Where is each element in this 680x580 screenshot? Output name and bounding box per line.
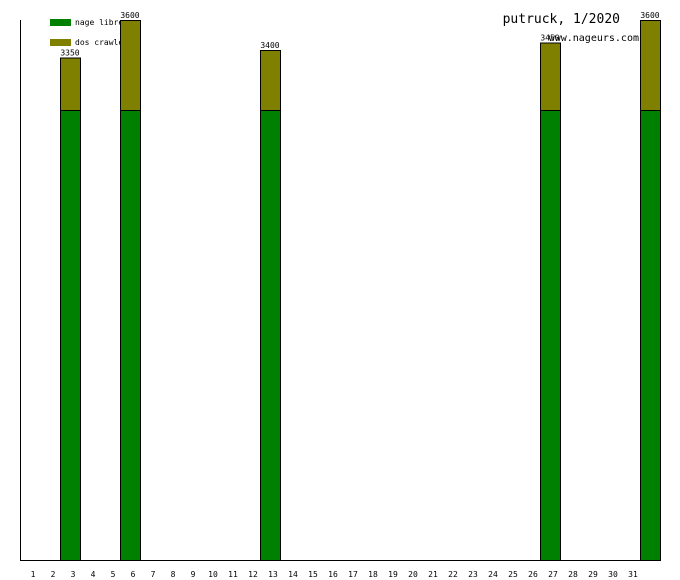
x-tick-label: 28 xyxy=(568,570,578,579)
x-tick-label: 2 xyxy=(51,570,56,579)
x-tick-label: 27 xyxy=(548,570,558,579)
bar-segment-dos-crawle xyxy=(60,57,81,111)
bar-segment-nage-libre xyxy=(60,110,81,561)
legend-swatch-dos-crawle xyxy=(50,39,71,46)
chart-subtitle: www.nageurs.com xyxy=(549,33,639,44)
x-tick-label: 25 xyxy=(508,570,518,579)
bar-segment-dos-crawle xyxy=(640,20,661,111)
x-tick-label: 29 xyxy=(588,570,598,579)
x-tick-label: 30 xyxy=(608,570,618,579)
bar-total-label: 3450 xyxy=(540,34,559,43)
x-tick-label: 24 xyxy=(488,570,498,579)
bar-segment-nage-libre xyxy=(120,110,141,561)
bar-total-labels: 3350 3600 3400 3450 3600 xyxy=(60,11,659,58)
x-tick-label: 17 xyxy=(348,570,358,579)
bar-segment-nage-libre xyxy=(540,110,561,561)
x-tick-label: 21 xyxy=(428,570,438,579)
bar-segment-dos-crawle xyxy=(260,50,281,111)
x-tick-label: 6 xyxy=(131,570,136,579)
legend-swatch-nage-libre xyxy=(50,19,71,26)
x-tick-label: 14 xyxy=(288,570,298,579)
x-tick-label: 3 xyxy=(71,570,76,579)
x-tick-label: 16 xyxy=(328,570,338,579)
bar-total-label: 3350 xyxy=(60,49,79,58)
legend: nage libre dos crawlé xyxy=(50,18,123,47)
legend-label-nage-libre: nage libre xyxy=(75,18,123,27)
x-tick-label: 20 xyxy=(408,570,418,579)
bar-segment-nage-libre xyxy=(260,110,281,561)
x-tick-label: 7 xyxy=(151,570,156,579)
x-tick-label: 12 xyxy=(248,570,258,579)
x-tick-label: 23 xyxy=(468,570,478,579)
bar-segment-dos-crawle xyxy=(120,20,141,111)
chart-title: putruck, 1/2020 xyxy=(503,12,620,27)
x-tick-label: 11 xyxy=(228,570,238,579)
bar-segment-dos-crawle xyxy=(540,42,561,111)
x-tick-label: 18 xyxy=(368,570,378,579)
x-tick-label: 13 xyxy=(268,570,278,579)
x-tick-label: 5 xyxy=(111,570,116,579)
x-tick-labels: 1 2 3 4 5 6 7 8 9 10 11 12 13 14 15 16 17 18 19 20 21 22 23 24 2… xyxy=(31,570,638,579)
x-tick-label: 4 xyxy=(91,570,96,579)
x-tick-label: 10 xyxy=(208,570,218,579)
x-tick-label: 8 xyxy=(171,570,176,579)
legend-label-dos-crawle: dos crawlé xyxy=(75,37,123,47)
x-tick-label: 31 xyxy=(628,570,638,579)
bar-total-label: 3600 xyxy=(120,11,139,20)
bars-group xyxy=(60,20,661,561)
x-tick-label: 19 xyxy=(388,570,398,579)
x-tick-label: 26 xyxy=(528,570,538,579)
bar-total-label: 3400 xyxy=(260,41,279,50)
bar-segment-nage-libre xyxy=(640,110,661,561)
x-tick-label: 22 xyxy=(448,570,458,579)
x-tick-label: 1 xyxy=(31,570,36,579)
x-tick-label: 15 xyxy=(308,570,318,579)
bar-total-label: 3600 xyxy=(640,11,659,20)
x-tick-label: 9 xyxy=(191,570,196,579)
